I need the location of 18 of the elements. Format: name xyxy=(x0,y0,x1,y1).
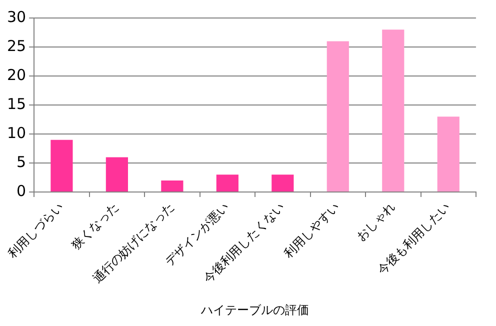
bar xyxy=(106,157,128,192)
y-tick-label: 20 xyxy=(6,66,26,84)
y-tick-label: 5 xyxy=(16,152,26,171)
x-tick-label: おしゃれ xyxy=(354,200,398,244)
bar xyxy=(382,30,404,192)
y-tick-label: 10 xyxy=(6,124,26,142)
bar xyxy=(161,180,184,192)
bar xyxy=(326,41,349,192)
bar xyxy=(437,116,460,192)
bar xyxy=(216,174,238,192)
y-tick-label: 25 xyxy=(6,36,26,55)
bar xyxy=(50,140,73,192)
y-tick-label: 30 xyxy=(6,8,26,26)
y-tick-label: 0 xyxy=(16,182,26,200)
y-tick-label: 15 xyxy=(6,94,26,113)
x-axis-title: ハイテーブルの評価 xyxy=(200,302,310,317)
bar xyxy=(272,174,294,192)
x-tick-label: 利用しづらい xyxy=(5,200,66,260)
